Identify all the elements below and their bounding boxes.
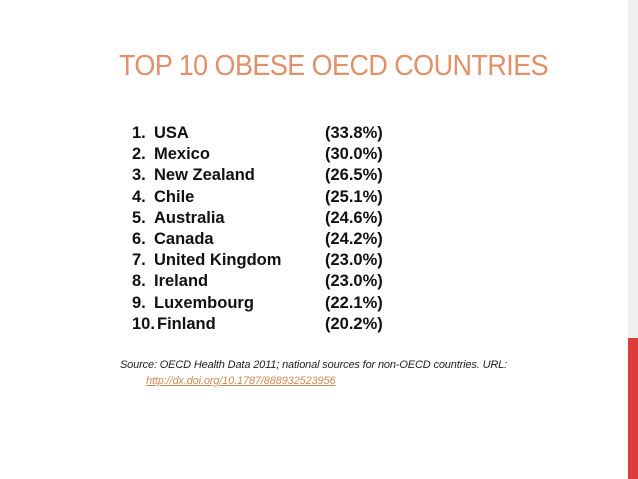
rank-number: 9. [132,293,146,312]
slide-title: TOP 10 OBESE OECD COUNTRIES [119,50,549,82]
ranking-list: 1. USA (33.8%) 2. Mexico (30.0%) 3. New … [132,123,422,335]
side-accent-bar-lower [628,338,638,479]
rank-number: 8. [132,272,146,291]
ranking-row: 9. Luxembourg (22.1%) [132,293,422,314]
ranking-row: 2. Mexico (30.0%) [132,144,422,165]
obesity-rate: (33.8%) [325,124,383,142]
ranking-row: 6. Canada (24.2%) [132,229,422,250]
rank-number: 10. [132,314,155,333]
rank-number: 4. [132,187,146,206]
rank-number: 6. [132,229,146,248]
ranking-row: 1. USA (33.8%) [132,123,422,144]
ranking-row: 10. Finland (20.2%) [132,314,422,335]
obesity-rate: (23.0%) [325,272,383,291]
country-name: Chile [154,187,195,206]
country-name: Canada [154,229,214,248]
ranking-row: 8. Ireland (23.0%) [132,271,422,292]
rank-number: 3. [132,166,146,185]
source-note: Source: OECD Health Data 2011; national … [120,359,508,371]
country-name: USA [154,124,189,142]
ranking-row: 5. Australia (24.6%) [132,208,422,229]
country-name: Finland [157,314,216,333]
side-accent-bar-upper [628,0,638,338]
country-name: Mexico [154,145,210,164]
obesity-rate: (22.1%) [325,293,383,312]
rank-number: 7. [132,251,146,270]
obesity-rate: (24.2%) [325,229,383,248]
country-name: Australia [154,208,225,227]
obesity-rate: (24.6%) [325,208,383,227]
ranking-row: 7. United Kingdom (23.0%) [132,250,422,271]
rank-number: 1. [132,124,146,142]
country-name: Luxembourg [154,293,254,312]
country-name: United Kingdom [154,251,282,270]
obesity-rate: (30.0%) [325,145,383,164]
rank-number: 5. [132,208,146,227]
obesity-rate: (26.5%) [325,166,383,185]
source-link[interactable]: http://dx.doi.org/10.1787/888932523956 [146,375,336,387]
obesity-rate: (25.1%) [325,187,383,206]
country-name: New Zealand [154,166,255,185]
rank-number: 2. [132,145,146,164]
obesity-rate: (23.0%) [325,251,383,270]
ranking-row: 3. New Zealand (26.5%) [132,165,422,186]
obesity-rate: (20.2%) [325,314,383,333]
country-name: Ireland [154,272,209,291]
ranking-row: 4. Chile (25.1%) [132,187,422,208]
